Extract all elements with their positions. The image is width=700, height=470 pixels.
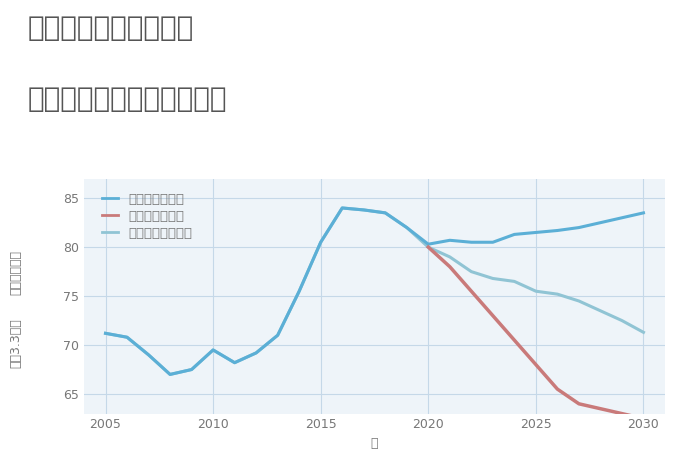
ノーマルシナリオ [188,367,196,372]
バッドシナリオ [575,401,583,407]
Text: 単価（万円）: 単価（万円） [9,250,22,295]
ノーマルシナリオ [424,244,433,250]
グッドシナリオ [532,230,540,235]
グッドシナリオ [596,220,605,226]
バッドシナリオ [553,386,561,392]
グッドシナリオ [209,347,217,353]
Legend: グッドシナリオ, バッドシナリオ, ノーマルシナリオ: グッドシナリオ, バッドシナリオ, ノーマルシナリオ [97,188,197,245]
ノーマルシナリオ [360,207,368,213]
バッドシナリオ [596,406,605,412]
ノーマルシナリオ [166,372,174,377]
ノーマルシナリオ [338,205,346,211]
Line: ノーマルシナリオ: ノーマルシナリオ [106,208,643,375]
ノーマルシナリオ [489,276,497,282]
バッドシナリオ [424,244,433,250]
バッドシナリオ [489,313,497,319]
グッドシナリオ [467,239,475,245]
グッドシナリオ [489,239,497,245]
ノーマルシナリオ [639,329,648,335]
ノーマルシナリオ [402,225,411,230]
グッドシナリオ [639,210,648,216]
Text: 中古マンションの価格推移: 中古マンションの価格推移 [28,85,228,113]
ノーマルシナリオ [510,279,519,284]
ノーマルシナリオ [596,308,605,313]
ノーマルシナリオ [553,291,561,297]
ノーマルシナリオ [381,210,389,216]
グッドシナリオ [144,352,153,358]
ノーマルシナリオ [446,254,454,260]
Line: グッドシナリオ: グッドシナリオ [106,208,643,375]
ノーマルシナリオ [209,347,217,353]
Text: 千葉県千葉市若葉区の: 千葉県千葉市若葉区の [28,14,195,42]
ノーマルシナリオ [102,330,110,336]
バッドシナリオ [467,289,475,294]
ノーマルシナリオ [575,298,583,304]
ノーマルシナリオ [295,289,303,294]
グッドシナリオ [360,207,368,213]
グッドシナリオ [618,215,626,220]
グッドシナリオ [553,227,561,233]
バッドシナリオ [618,411,626,416]
グッドシナリオ [402,225,411,230]
グッドシナリオ [102,330,110,336]
ノーマルシナリオ [144,352,153,358]
グッドシナリオ [424,242,433,247]
ノーマルシナリオ [122,335,131,340]
Line: バッドシナリオ: バッドシナリオ [428,247,643,418]
バッドシナリオ [639,415,648,421]
X-axis label: 年: 年 [371,437,378,450]
グッドシナリオ [122,335,131,340]
バッドシナリオ [510,337,519,343]
グッドシナリオ [381,210,389,216]
グッドシナリオ [188,367,196,372]
ノーマルシナリオ [618,318,626,323]
ノーマルシナリオ [252,350,260,356]
バッドシナリオ [532,362,540,368]
グッドシナリオ [510,232,519,237]
Text: 坪（3.3㎡）: 坪（3.3㎡） [9,318,22,368]
グッドシナリオ [316,239,325,245]
ノーマルシナリオ [274,332,282,338]
ノーマルシナリオ [467,269,475,274]
グッドシナリオ [446,237,454,243]
グッドシナリオ [295,289,303,294]
グッドシナリオ [230,360,239,366]
ノーマルシナリオ [230,360,239,366]
グッドシナリオ [252,350,260,356]
グッドシナリオ [575,225,583,230]
グッドシナリオ [166,372,174,377]
バッドシナリオ [446,264,454,270]
グッドシナリオ [338,205,346,211]
ノーマルシナリオ [532,289,540,294]
グッドシナリオ [274,332,282,338]
ノーマルシナリオ [316,239,325,245]
